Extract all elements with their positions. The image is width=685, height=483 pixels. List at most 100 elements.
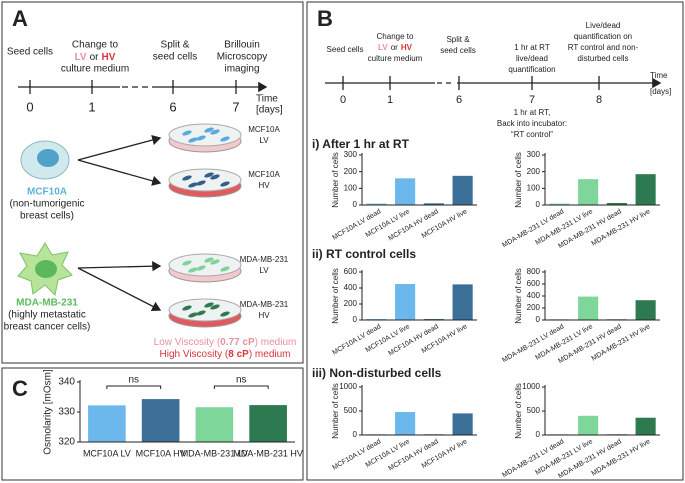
day-label: 6	[169, 99, 176, 114]
cell-name: MDA-MB-231	[16, 298, 78, 309]
or: or	[391, 43, 398, 52]
y-axis-label: Number of cells	[514, 383, 523, 439]
y-axis-label: Number of cells	[331, 152, 340, 208]
bar	[452, 175, 473, 205]
annotation: ns	[128, 375, 139, 386]
y-tick-label: 1000	[339, 382, 357, 391]
cell-name: MCF10A	[27, 187, 67, 198]
y-axis-label: Number of cells	[331, 268, 340, 324]
note: Back into incubator:	[497, 119, 567, 128]
arrows	[77, 134, 162, 312]
legend-part: Low Viscosity (	[154, 337, 221, 348]
bar	[395, 178, 416, 205]
dish-cell	[196, 180, 206, 186]
step: quantification	[508, 65, 555, 74]
legend-part: 8 cP	[228, 349, 249, 360]
day-label: 8	[596, 94, 602, 106]
bar	[578, 296, 599, 320]
note: 1 hr at RT,	[514, 108, 551, 117]
dish-label: MDA-MB-231	[240, 255, 289, 264]
y-tick-label: 0	[536, 315, 541, 324]
legend-high: High Viscosity (8 cP) medium	[160, 349, 291, 360]
dish-label: LV	[259, 266, 269, 275]
step: disturbed cells	[577, 54, 628, 63]
y-tick-label: 100	[344, 183, 358, 192]
hv: HV	[102, 52, 116, 63]
bracket	[106, 385, 162, 389]
x-tick-label: MCF10A HV dead	[387, 208, 439, 242]
row-title: iii) Non-disturbed cells	[312, 366, 442, 380]
y-tick-label: 1000	[522, 382, 540, 391]
panel-label: C	[12, 376, 28, 401]
legend-part: ) medium	[255, 337, 297, 348]
dish-top	[168, 298, 242, 322]
dish-cell	[204, 302, 214, 308]
day-label: 6	[456, 94, 462, 106]
legend-part: High Viscosity (	[160, 349, 229, 360]
bar	[578, 415, 599, 435]
axes	[361, 385, 477, 436]
legend-low: Low Viscosity (0.77 cP) medium	[154, 337, 297, 348]
dish-label: MDA-MB-231	[240, 300, 289, 309]
y-tick-label: 0	[353, 430, 358, 439]
bar	[395, 411, 416, 435]
day-label: 7	[232, 99, 239, 114]
axes	[544, 153, 660, 206]
dish-top	[168, 253, 242, 277]
y-tick-label: 0	[536, 430, 541, 439]
x-tick-label: MDA-MB-231 HV	[233, 448, 303, 458]
cell-desc: breast cells)	[20, 211, 74, 222]
step: LV or HV	[378, 43, 413, 52]
bar	[578, 179, 599, 205]
bar	[395, 284, 416, 320]
day-label: 7	[529, 94, 535, 106]
day-label: 1	[88, 99, 95, 114]
step: quantification on	[574, 32, 632, 41]
x-tick-label: MDA-MB-231 LV	[181, 448, 248, 458]
bar	[423, 203, 444, 205]
cell-desc: (highly metastatic	[8, 310, 86, 321]
cell-desc: breast cancer cells)	[4, 322, 91, 333]
bar	[606, 203, 627, 205]
nucleus	[37, 149, 59, 167]
dish-cell	[220, 266, 230, 272]
row-title: i) After 1 hr at RT	[312, 137, 410, 151]
dish-cell	[182, 130, 192, 136]
y-tick-label: 200	[527, 303, 541, 312]
y-tick-label: 330	[58, 407, 75, 418]
step: Live/dead	[586, 21, 621, 30]
arrow	[77, 134, 162, 161]
arrow	[77, 267, 162, 312]
panel-frame	[1, 367, 304, 481]
lv: LV	[75, 52, 87, 63]
x-tick-label: MCF10A HV dead	[387, 438, 439, 472]
step: 1 hr at RT	[514, 43, 550, 52]
legend-part: ) medium	[249, 349, 291, 360]
dish-cell	[220, 181, 230, 187]
y-tick-label: 340	[58, 377, 75, 388]
bar	[141, 399, 180, 442]
arrow	[77, 159, 162, 186]
bar	[88, 405, 126, 442]
step: Change to	[377, 32, 414, 41]
y-axis-label: Number of cells	[331, 383, 340, 439]
dish-label: MCF10A	[248, 170, 280, 179]
y-tick-label: 800	[527, 267, 541, 276]
step: culture medium	[61, 64, 129, 75]
dish-cell	[188, 267, 198, 273]
dish-cell	[210, 259, 220, 265]
y-tick-label: 300	[527, 150, 541, 159]
dish-cell	[188, 182, 198, 188]
step: live/dead	[516, 54, 548, 63]
axes	[544, 270, 660, 321]
time-label: Time	[650, 71, 668, 80]
dish-cell	[196, 135, 206, 141]
axes	[361, 153, 477, 206]
x-tick-label: MCF10A LV	[83, 448, 131, 458]
x-tick-label: MCF10A HV dead	[387, 323, 439, 357]
bracket	[213, 385, 269, 389]
y-tick-label: 500	[527, 406, 541, 415]
step: culture medium	[368, 54, 423, 63]
y-tick-label: 0	[353, 200, 358, 209]
